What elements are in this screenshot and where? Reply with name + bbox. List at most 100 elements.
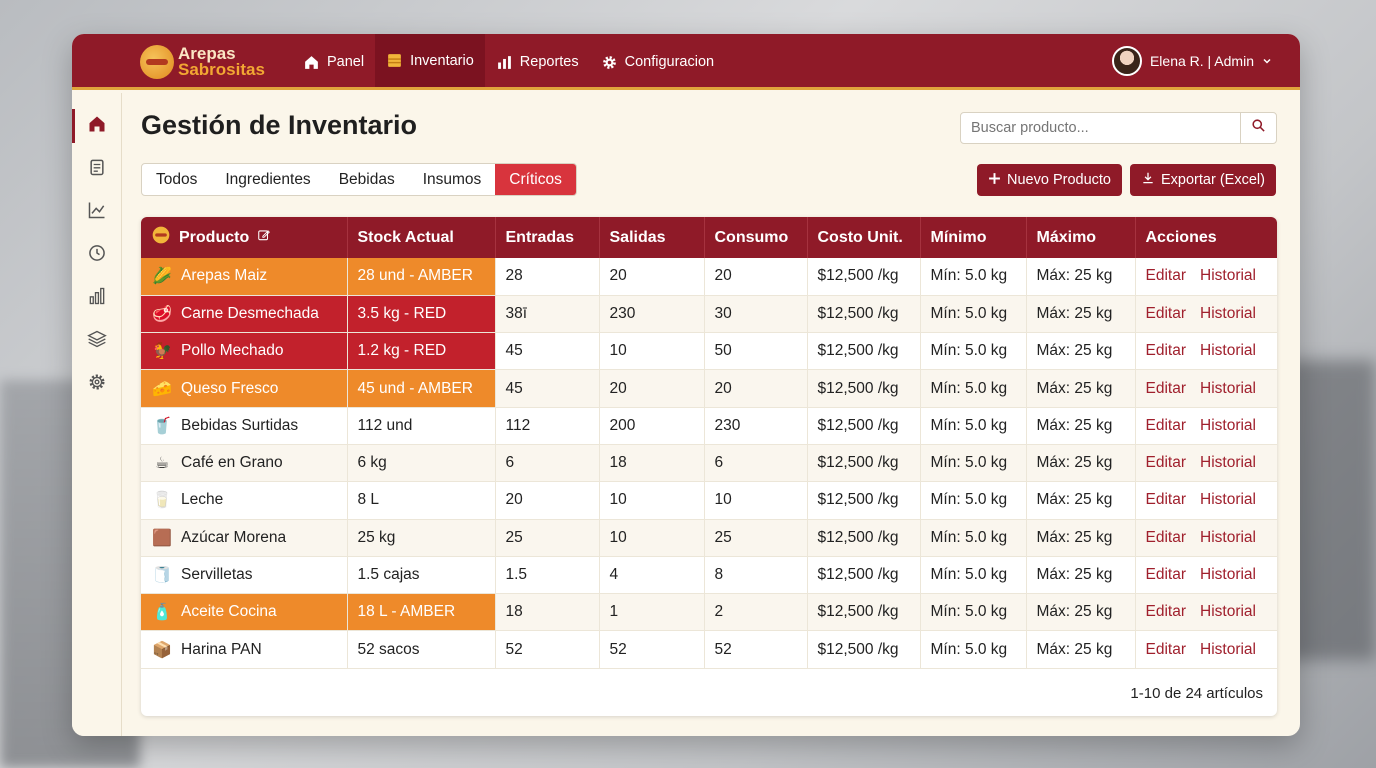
brand-name-line2: Sabrositas: [178, 60, 265, 79]
tab-todos[interactable]: Todos: [156, 170, 198, 188]
cell-consumo: 20: [704, 369, 808, 408]
cell-acciones: Editar Historial: [1135, 258, 1277, 296]
table-row[interactable]: 🥩 Carne Desmechada 3.5 kg - RED 38ī 230 30 $12…: [141, 295, 1277, 334]
export-excel-button[interactable]: Exportar (Excel): [1130, 164, 1276, 196]
cell-stock: 8 L: [347, 481, 496, 520]
cell-costo: $12,500 /kg: [807, 369, 921, 408]
history-link[interactable]: Historial: [1200, 603, 1256, 621]
sidebar-item-stats[interactable]: [72, 281, 122, 315]
search-button[interactable]: [1240, 113, 1276, 143]
history-link[interactable]: Historial: [1200, 491, 1256, 509]
clock-icon: [87, 243, 107, 268]
clipboard-icon: [87, 157, 107, 182]
table-row[interactable]: 🟫 Azúcar Morena 25 kg 25 10 25 $12,500 /kg Mín:…: [141, 519, 1277, 557]
product-icon: 🥩: [152, 305, 172, 323]
nav-item-inventario[interactable]: Inventario: [375, 34, 485, 90]
table-body: 🌽 Arepas Maiz 28 und - AMBER 28 20 20 $12,500 …: [141, 258, 1277, 669]
product-icon: 🌽: [152, 268, 172, 286]
column-header-costo[interactable]: Costo Unit.: [807, 217, 921, 258]
search-icon: [1251, 118, 1266, 138]
tab-criticos[interactable]: Críticos: [495, 164, 576, 195]
edit-link[interactable]: Editar: [1145, 304, 1187, 322]
column-header-entradas[interactable]: Entradas: [495, 217, 600, 258]
table-row[interactable]: 🧀 Queso Fresco 45 und - AMBER 45 20 20 $12,500…: [141, 369, 1277, 408]
table-row[interactable]: ☕ Café en Grano 6 kg 6 18 6 $12,500 /kg Mín: 5.…: [141, 444, 1277, 483]
history-link[interactable]: Historial: [1200, 528, 1256, 546]
table-row[interactable]: 🌽 Arepas Maiz 28 und - AMBER 28 20 20 $12,500 …: [141, 258, 1277, 296]
product-name: Café en Grano: [181, 454, 283, 472]
new-product-button[interactable]: Nuevo Producto: [977, 164, 1122, 196]
cell-costo: $12,500 /kg: [807, 593, 921, 632]
product-icon: 🥤: [152, 417, 172, 435]
cell-costo: $12,500 /kg: [807, 519, 921, 557]
tab-bebidas[interactable]: Bebidas: [338, 170, 395, 188]
edit-link[interactable]: Editar: [1145, 454, 1187, 472]
history-link[interactable]: Historial: [1200, 454, 1256, 472]
user-menu[interactable]: Elena R. | Admin: [1111, 46, 1272, 76]
search-input[interactable]: [961, 113, 1240, 143]
history-link[interactable]: Historial: [1200, 640, 1256, 658]
column-header-salidas[interactable]: Salidas: [599, 217, 705, 258]
nav-item-reportes[interactable]: Reportes: [485, 34, 590, 90]
sidebar-item-layers[interactable]: [72, 324, 122, 358]
edit-link[interactable]: Editar: [1145, 640, 1187, 658]
edit-link[interactable]: Editar: [1145, 267, 1187, 285]
history-link[interactable]: Historial: [1200, 416, 1256, 434]
cell-producto: 🌽 Arepas Maiz: [141, 258, 348, 296]
cell-producto: 🧻 Servilletas: [141, 556, 348, 595]
top-navbar: Arepas Sabrositas Panel Inventario: [72, 34, 1300, 90]
sidebar-item-home[interactable]: [72, 109, 122, 143]
new-product-label: Nuevo Producto: [1007, 172, 1111, 188]
table-row[interactable]: 📦 Harina PAN 52 sacos 52 52 52 $12,500 /kg Mín:…: [141, 630, 1277, 669]
cell-minimo: Mín: 5.0 kg: [920, 369, 1027, 408]
table-row[interactable]: 🧴 Aceite Cocina 18 L - AMBER 18 1 2 $12,500 /k…: [141, 593, 1277, 632]
edit-link[interactable]: Editar: [1145, 491, 1187, 509]
table-row[interactable]: 🥛 Leche 8 L 20 10 10 $12,500 /kg Mín: 5.0 kg Máx…: [141, 481, 1277, 520]
history-link[interactable]: Historial: [1200, 342, 1256, 360]
column-header-minimo[interactable]: Mínimo: [920, 217, 1027, 258]
history-link[interactable]: Historial: [1200, 267, 1256, 285]
column-header-consumo[interactable]: Consumo: [704, 217, 808, 258]
sidebar-item-clipboard[interactable]: [72, 152, 122, 186]
cell-consumo: 6: [704, 444, 808, 483]
cell-minimo: Mín: 5.0 kg: [920, 519, 1027, 557]
cell-salidas: 1: [599, 593, 705, 632]
edit-icon: [257, 228, 271, 247]
cell-costo: $12,500 /kg: [807, 332, 921, 371]
home-icon: [87, 114, 107, 139]
nav-item-panel[interactable]: Panel: [292, 34, 375, 90]
history-link[interactable]: Historial: [1200, 379, 1256, 397]
brand-logo[interactable]: Arepas Sabrositas: [140, 42, 265, 82]
column-header-maximo[interactable]: Máximo: [1026, 217, 1136, 258]
column-header-stock[interactable]: Stock Actual: [347, 217, 496, 258]
history-link[interactable]: Historial: [1200, 566, 1256, 584]
edit-link[interactable]: Editar: [1145, 528, 1187, 546]
cell-salidas: 52: [599, 630, 705, 669]
cell-entradas: 52: [495, 630, 600, 669]
edit-link[interactable]: Editar: [1145, 603, 1187, 621]
edit-link[interactable]: Editar: [1145, 379, 1187, 397]
table-row[interactable]: 🧻 Servilletas 1.5 cajas 1.5 4 8 $12,500 /kg Mín…: [141, 556, 1277, 595]
bar-chart-icon: [496, 54, 513, 71]
sidebar-item-history[interactable]: [72, 238, 122, 272]
sidebar-item-settings[interactable]: [72, 367, 122, 401]
nav-item-configuracion[interactable]: Configuracion: [590, 34, 725, 90]
product-name: Aceite Cocina: [181, 603, 277, 621]
cell-salidas: 18: [599, 444, 705, 483]
table-row[interactable]: 🥤 Bebidas Surtidas 112 und 112 200 230 $12,500…: [141, 407, 1277, 445]
user-label: Elena R. | Admin: [1149, 53, 1254, 69]
history-link[interactable]: Historial: [1200, 304, 1256, 322]
table-row[interactable]: 🐓 Pollo Mechado 1.2 kg - RED 45 10 50 $12,500 …: [141, 332, 1277, 371]
cell-acciones: Editar Historial: [1135, 332, 1277, 371]
sidebar-item-trends[interactable]: [72, 195, 122, 229]
cell-acciones: Editar Historial: [1135, 519, 1277, 557]
cell-stock: 112 und: [347, 407, 496, 445]
tab-insumos[interactable]: Insumos: [422, 170, 482, 188]
edit-link[interactable]: Editar: [1145, 416, 1187, 434]
cell-consumo: 2: [704, 593, 808, 632]
edit-link[interactable]: Editar: [1145, 342, 1187, 360]
tab-ingredientes[interactable]: Ingredientes: [225, 170, 311, 188]
column-header-producto[interactable]: Producto: [141, 217, 348, 258]
cell-acciones: Editar Historial: [1135, 407, 1277, 445]
edit-link[interactable]: Editar: [1145, 566, 1187, 584]
